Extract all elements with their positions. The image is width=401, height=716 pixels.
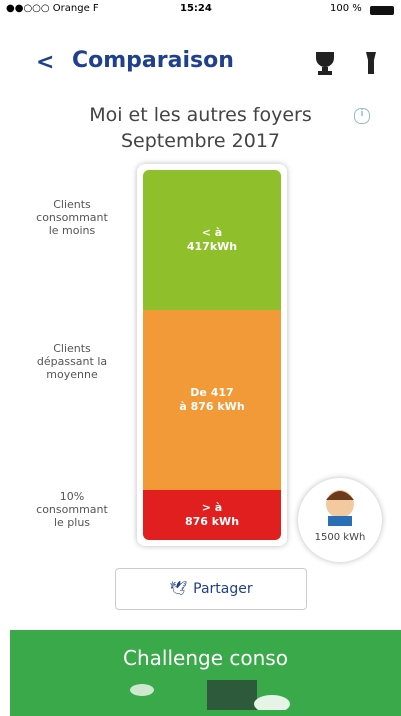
battery: 100 % <box>330 3 362 14</box>
label-line: le moins <box>18 224 126 237</box>
range: 417kWh <box>143 240 281 254</box>
label-line: moyenne <box>18 368 126 381</box>
label-line: dépassant la <box>18 355 126 368</box>
trophy-icon[interactable] <box>316 52 334 75</box>
nav-title: Comparaison <box>72 48 234 73</box>
range: De 417 <box>143 386 281 400</box>
flashlight-icon[interactable] <box>366 52 376 74</box>
range: 876 kWh <box>143 515 281 529</box>
battery-icon <box>370 6 394 15</box>
share-label: Partager <box>193 581 252 597</box>
range: à 876 kWh <box>143 400 281 414</box>
range: > à <box>143 501 281 515</box>
label-line: consommant <box>18 211 126 224</box>
label-line: le plus <box>18 516 126 529</box>
range: < à <box>143 226 281 240</box>
label-line: consommant <box>18 503 126 516</box>
footer[interactable]: Challenge conso <box>10 630 401 716</box>
heading-line: Moi et les autres foyers <box>0 102 401 128</box>
info-icon[interactable]: i <box>354 108 370 124</box>
label-line: Clients <box>18 198 126 211</box>
footer-illustration <box>10 670 401 710</box>
heading-line: Septembre 2017 <box>0 128 401 154</box>
share-button[interactable]: 🕊Partager <box>115 568 307 610</box>
me-value: 1500 kWh <box>298 532 382 543</box>
label-line: Clients <box>18 342 126 355</box>
nav-icons <box>310 48 400 78</box>
screen: ●●○○○ Orange F 15:24 100 % < Comparaison… <box>0 0 401 716</box>
back-button[interactable]: < <box>36 50 54 75</box>
footer-title: Challenge conso <box>10 646 401 670</box>
me-bubble: 1500 kWh <box>298 478 382 562</box>
label-line: 10% <box>18 490 126 503</box>
avatar <box>298 478 382 528</box>
heading: Moi et les autres foyers Septembre 2017 <box>0 102 401 154</box>
carrier: ●●○○○ Orange F <box>6 3 99 14</box>
time: 15:24 <box>180 3 212 14</box>
